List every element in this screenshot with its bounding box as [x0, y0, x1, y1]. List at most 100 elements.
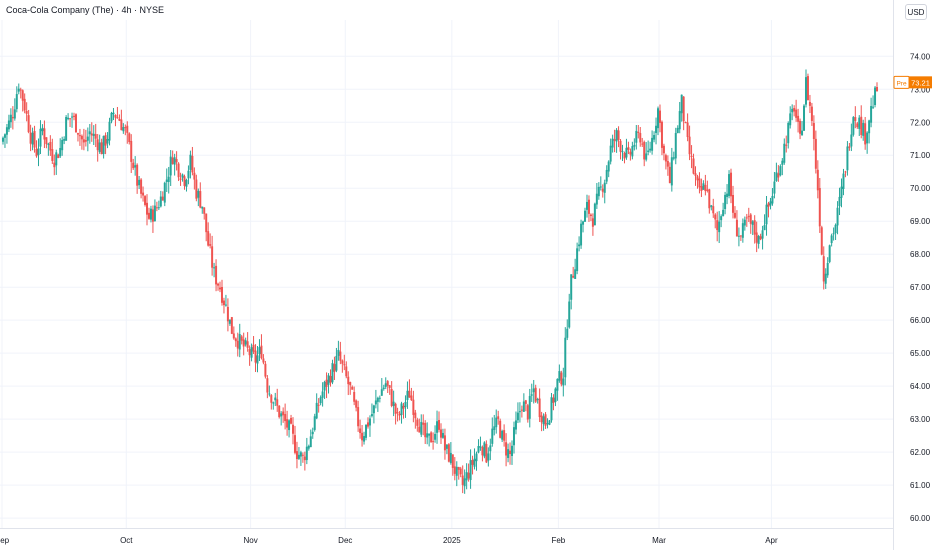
currency-button[interactable]: USD — [905, 4, 927, 20]
candle — [457, 466, 460, 480]
candle — [613, 129, 616, 153]
candle — [625, 138, 628, 160]
candle — [402, 402, 405, 419]
candle — [574, 258, 577, 279]
candle — [15, 86, 18, 113]
candle — [94, 123, 97, 148]
candle — [641, 137, 644, 147]
candle — [191, 146, 194, 176]
candle — [232, 326, 235, 340]
candle — [730, 168, 733, 204]
candle — [451, 454, 454, 476]
candle — [250, 343, 253, 362]
candle — [783, 138, 786, 165]
candle — [481, 445, 484, 462]
candle — [7, 114, 10, 133]
candle — [130, 134, 133, 174]
candle — [791, 104, 794, 121]
y-tick-label: 70.00 — [910, 184, 931, 193]
candle — [331, 359, 334, 385]
candle — [365, 424, 368, 441]
candle — [213, 262, 216, 278]
candle — [305, 437, 308, 465]
candle — [55, 149, 58, 175]
candle — [572, 266, 575, 279]
candle — [668, 162, 671, 184]
candle — [88, 124, 91, 144]
candle — [146, 194, 149, 226]
candle — [345, 361, 348, 379]
candle — [96, 133, 99, 162]
candle — [562, 367, 565, 397]
candle — [29, 124, 32, 152]
candle — [866, 131, 869, 154]
candle — [471, 455, 474, 475]
candle — [538, 388, 541, 423]
x-tick-label: Nov — [243, 536, 257, 545]
candle — [434, 425, 437, 443]
candle — [793, 105, 796, 117]
candle — [698, 172, 701, 194]
candle — [412, 390, 415, 423]
candle — [824, 268, 827, 289]
candle — [560, 370, 563, 387]
candle — [639, 127, 642, 147]
candle — [449, 442, 452, 465]
candle — [745, 213, 748, 227]
candle — [728, 170, 731, 199]
candle — [27, 109, 30, 134]
candle — [564, 327, 567, 386]
candle — [591, 213, 594, 236]
candle — [619, 139, 622, 160]
candle — [438, 411, 441, 433]
candle — [114, 114, 117, 127]
candle — [327, 373, 330, 394]
candle — [777, 165, 780, 182]
candle — [363, 431, 366, 445]
candle — [400, 401, 403, 424]
candle — [763, 214, 766, 231]
candle — [268, 385, 271, 397]
candle — [132, 158, 135, 170]
candle — [467, 463, 470, 482]
candle — [670, 147, 673, 192]
candle — [234, 337, 237, 347]
candle — [418, 418, 421, 433]
candle — [520, 405, 523, 418]
candle — [771, 187, 774, 206]
candle — [597, 182, 600, 200]
candle — [420, 414, 423, 438]
candle — [735, 210, 738, 237]
y-tick-label: 72.00 — [910, 118, 931, 127]
candle — [544, 412, 547, 429]
candle — [826, 257, 829, 278]
candle — [803, 104, 806, 131]
candle — [607, 160, 610, 178]
candle — [534, 384, 537, 403]
candle — [737, 227, 740, 247]
candle — [832, 227, 835, 241]
candle — [812, 115, 815, 151]
candle — [779, 164, 782, 177]
candle — [329, 369, 332, 387]
candle — [755, 221, 758, 253]
candle — [649, 141, 652, 153]
x-tick-label: Apr — [765, 536, 778, 545]
candle — [844, 170, 847, 178]
candle — [830, 233, 833, 247]
candle — [635, 125, 638, 150]
candle — [820, 225, 823, 256]
candle — [680, 94, 683, 122]
candle — [120, 109, 123, 131]
candle — [92, 125, 95, 146]
candle — [512, 421, 515, 454]
candle — [240, 334, 243, 345]
candle — [548, 419, 551, 426]
candle — [666, 155, 669, 176]
candle — [82, 128, 85, 151]
candle — [151, 205, 154, 233]
candle — [102, 135, 105, 159]
candle — [25, 102, 28, 122]
candle — [76, 132, 79, 142]
candle — [526, 403, 529, 423]
